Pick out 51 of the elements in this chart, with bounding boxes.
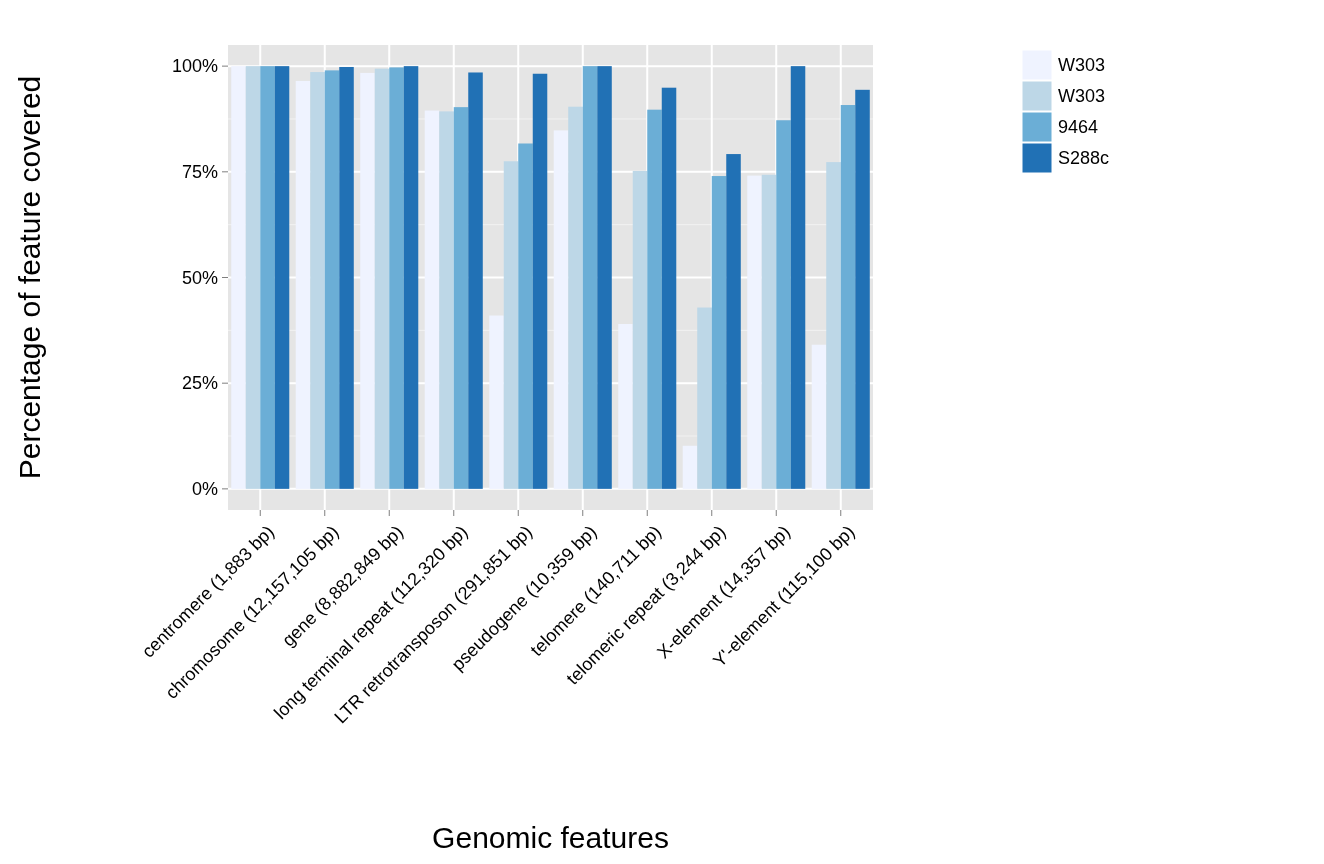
- bar: [245, 66, 261, 489]
- bar: [647, 109, 662, 489]
- bar: [582, 66, 598, 489]
- bar: [231, 66, 246, 489]
- legend-label: 9464: [1058, 117, 1099, 138]
- bar: [761, 174, 777, 489]
- bar: [597, 66, 612, 489]
- bar: [553, 130, 569, 489]
- legend-label: W303: [1058, 55, 1106, 76]
- bar: [790, 66, 806, 489]
- bar: [403, 66, 419, 489]
- bar: [632, 170, 648, 489]
- y-tick-label: 75%: [181, 162, 218, 183]
- bar: [260, 66, 275, 489]
- bar: [389, 67, 404, 489]
- bar: [747, 175, 762, 489]
- bar: [726, 154, 741, 489]
- bar: [274, 66, 290, 489]
- bar: [503, 161, 519, 489]
- bar: [339, 66, 354, 489]
- legend-label: S288c: [1058, 148, 1110, 169]
- bar: [374, 68, 390, 489]
- bar: [439, 111, 454, 489]
- bar: [811, 344, 827, 489]
- y-tick-label: 0%: [191, 479, 218, 500]
- bar: [324, 70, 340, 489]
- bar: [776, 120, 791, 489]
- y-axis-title: Percentage of feature covered: [13, 75, 46, 480]
- x-axis-title: Genomic features: [432, 821, 669, 854]
- bar: [697, 307, 712, 489]
- bar: [424, 110, 440, 489]
- y-tick-label: 100%: [171, 56, 218, 77]
- bar: [468, 72, 483, 489]
- legend-label: W303: [1058, 86, 1106, 107]
- bar: [661, 87, 677, 489]
- bar: [855, 89, 870, 489]
- bar: [840, 105, 856, 489]
- bar: [518, 143, 533, 489]
- bar: [826, 162, 841, 489]
- bar: [453, 107, 469, 489]
- bar: [532, 73, 548, 489]
- bar: [360, 72, 375, 489]
- y-tick-label: 50%: [181, 267, 218, 288]
- y-tick-label: 25%: [181, 373, 218, 394]
- bar: [711, 176, 727, 489]
- bar: [310, 72, 325, 489]
- bar: [295, 80, 311, 489]
- bar: [568, 106, 583, 489]
- bar: [682, 445, 698, 489]
- bar: [489, 315, 504, 489]
- bar: [618, 324, 633, 489]
